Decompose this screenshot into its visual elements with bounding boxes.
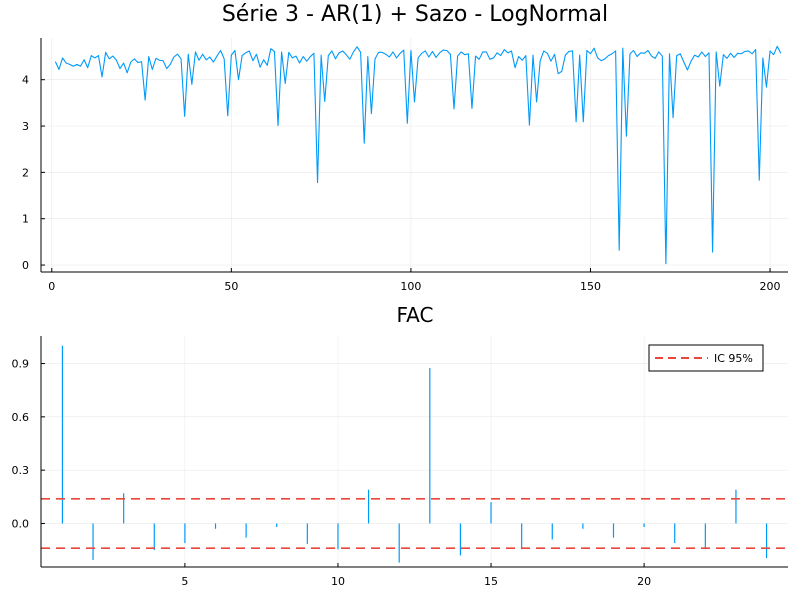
chart2-title: FAC bbox=[397, 303, 434, 327]
chart2-x-tick-label: 5 bbox=[181, 575, 188, 588]
legend-label-ic95: IC 95% bbox=[714, 352, 753, 365]
chart2-y-tick-label: 0.0 bbox=[12, 517, 30, 530]
chart1-tick-labels: 0 50 100 150 200 0 1 2 3 4 bbox=[22, 74, 781, 293]
chart2-y-tick-label: 0.9 bbox=[12, 358, 30, 371]
chart2-x-tick-label: 15 bbox=[484, 575, 498, 588]
chart1-title: Série 3 - AR(1) + Sazo - LogNormal bbox=[222, 2, 608, 27]
chart2-axes bbox=[40, 336, 788, 568]
chart2-x-tick-label: 10 bbox=[331, 575, 345, 588]
chart2-acf-bars bbox=[61, 345, 768, 563]
chart2-y-tick-label: 0.6 bbox=[12, 411, 30, 424]
chart1-axes bbox=[40, 38, 788, 273]
chart2-y-tick-label: 0.3 bbox=[12, 464, 30, 477]
chart1-x-tick-label: 50 bbox=[224, 280, 238, 293]
chart2-tick-labels: 5 10 15 20 0.0 0.3 0.6 0.9 bbox=[12, 358, 652, 588]
chart1-y-tick-label: 4 bbox=[22, 74, 29, 87]
time-series-chart: Série 3 - AR(1) + Sazo - LogNormal 0 50 10… bbox=[22, 2, 788, 293]
chart2-x-tick-label: 20 bbox=[637, 575, 651, 588]
chart2-confidence-band bbox=[41, 497, 788, 549]
acf-chart: FAC 5 10 15 20 0.0 0.3 0.6 0.9 IC 95% bbox=[12, 303, 788, 588]
chart1-y-tick-label: 0 bbox=[22, 259, 29, 272]
chart1-y-tick-label: 1 bbox=[22, 213, 29, 226]
chart1-x-tick-label: 100 bbox=[400, 280, 421, 293]
chart1-series-line bbox=[54, 45, 782, 265]
chart1-y-tick-label: 2 bbox=[22, 166, 29, 179]
chart1-x-tick-label: 150 bbox=[580, 280, 601, 293]
chart1-series bbox=[54, 45, 782, 265]
chart1-x-tick-label: 0 bbox=[48, 280, 55, 293]
chart2-legend: IC 95% bbox=[648, 344, 764, 372]
chart1-y-tick-label: 3 bbox=[22, 120, 29, 133]
chart1-x-tick-label: 200 bbox=[760, 280, 781, 293]
